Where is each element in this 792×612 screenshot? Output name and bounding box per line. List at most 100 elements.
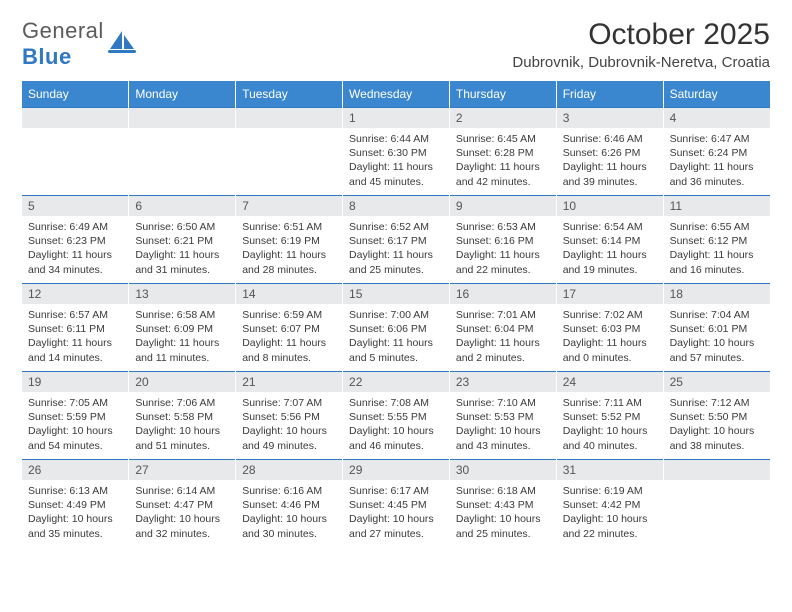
calendar-cell: 23Sunrise: 7:10 AMSunset: 5:53 PMDayligh… bbox=[449, 372, 556, 460]
day-number: 16 bbox=[450, 284, 556, 304]
day-number: 2 bbox=[450, 108, 556, 128]
sunset-line: Sunset: 6:11 PM bbox=[28, 322, 122, 336]
header: General Blue October 2025 Dubrovnik, Dub… bbox=[22, 18, 770, 71]
sunset-line: Sunset: 5:52 PM bbox=[563, 410, 657, 424]
day-number: 31 bbox=[557, 460, 663, 480]
day-body: Sunrise: 6:50 AMSunset: 6:21 PMDaylight:… bbox=[129, 216, 235, 283]
calendar-cell: 5Sunrise: 6:49 AMSunset: 6:23 PMDaylight… bbox=[22, 196, 129, 284]
daylight-line: Daylight: 11 hours and 2 minutes. bbox=[456, 336, 550, 364]
sunrise-line: Sunrise: 7:06 AM bbox=[135, 396, 229, 410]
day-number: 17 bbox=[557, 284, 663, 304]
day-number: 25 bbox=[664, 372, 770, 392]
calendar-row: 26Sunrise: 6:13 AMSunset: 4:49 PMDayligh… bbox=[22, 460, 770, 548]
sunset-line: Sunset: 6:19 PM bbox=[242, 234, 336, 248]
daylight-line: Daylight: 11 hours and 16 minutes. bbox=[670, 248, 764, 276]
sunrise-line: Sunrise: 6:46 AM bbox=[563, 132, 657, 146]
daylight-line: Daylight: 11 hours and 42 minutes. bbox=[456, 160, 550, 188]
sunset-line: Sunset: 6:03 PM bbox=[563, 322, 657, 336]
day-body: Sunrise: 6:52 AMSunset: 6:17 PMDaylight:… bbox=[343, 216, 449, 283]
day-number bbox=[236, 108, 342, 128]
day-body: Sunrise: 7:10 AMSunset: 5:53 PMDaylight:… bbox=[450, 392, 556, 459]
calendar-cell: 14Sunrise: 6:59 AMSunset: 6:07 PMDayligh… bbox=[236, 284, 343, 372]
calendar-cell: 1Sunrise: 6:44 AMSunset: 6:30 PMDaylight… bbox=[343, 108, 450, 196]
day-number bbox=[22, 108, 128, 128]
day-number: 23 bbox=[450, 372, 556, 392]
daylight-line: Daylight: 10 hours and 51 minutes. bbox=[135, 424, 229, 452]
calendar-cell: 13Sunrise: 6:58 AMSunset: 6:09 PMDayligh… bbox=[129, 284, 236, 372]
daylight-line: Daylight: 10 hours and 32 minutes. bbox=[135, 512, 229, 540]
daylight-line: Daylight: 10 hours and 30 minutes. bbox=[242, 512, 336, 540]
sunset-line: Sunset: 6:04 PM bbox=[456, 322, 550, 336]
calendar-cell: 6Sunrise: 6:50 AMSunset: 6:21 PMDaylight… bbox=[129, 196, 236, 284]
day-number: 5 bbox=[22, 196, 128, 216]
calendar-cell: 24Sunrise: 7:11 AMSunset: 5:52 PMDayligh… bbox=[556, 372, 663, 460]
sunrise-line: Sunrise: 6:54 AM bbox=[563, 220, 657, 234]
calendar-cell: 22Sunrise: 7:08 AMSunset: 5:55 PMDayligh… bbox=[343, 372, 450, 460]
sunrise-line: Sunrise: 6:50 AM bbox=[135, 220, 229, 234]
sunset-line: Sunset: 6:01 PM bbox=[670, 322, 764, 336]
logo: General Blue bbox=[22, 18, 138, 70]
day-body: Sunrise: 6:59 AMSunset: 6:07 PMDaylight:… bbox=[236, 304, 342, 371]
day-body: Sunrise: 6:49 AMSunset: 6:23 PMDaylight:… bbox=[22, 216, 128, 283]
sunset-line: Sunset: 5:59 PM bbox=[28, 410, 122, 424]
calendar-row: 5Sunrise: 6:49 AMSunset: 6:23 PMDaylight… bbox=[22, 196, 770, 284]
day-body: Sunrise: 7:05 AMSunset: 5:59 PMDaylight:… bbox=[22, 392, 128, 459]
calendar-cell: 12Sunrise: 6:57 AMSunset: 6:11 PMDayligh… bbox=[22, 284, 129, 372]
day-number: 30 bbox=[450, 460, 556, 480]
daylight-line: Daylight: 10 hours and 46 minutes. bbox=[349, 424, 443, 452]
calendar-cell: 26Sunrise: 6:13 AMSunset: 4:49 PMDayligh… bbox=[22, 460, 129, 548]
sunset-line: Sunset: 5:50 PM bbox=[670, 410, 764, 424]
day-number: 12 bbox=[22, 284, 128, 304]
sunrise-line: Sunrise: 6:52 AM bbox=[349, 220, 443, 234]
calendar-row: 12 Sunrise: 6:57 AMSunset: 6:11 PM Dayligh… bbox=[22, 284, 770, 372]
day-body: Sunrise: 6:16 AMSunset: 4:46 PMDaylight:… bbox=[236, 480, 342, 547]
weekday-header: Friday bbox=[556, 81, 663, 108]
day-number: 14 bbox=[236, 284, 342, 304]
calendar-cell: 16Sunrise: 7:01 AMSunset: 6:04 PMDayligh… bbox=[449, 284, 556, 372]
sunrise-line: Sunrise: 7:07 AM bbox=[242, 396, 336, 410]
day-body: Sunrise: 7:01 AMSunset: 6:04 PMDaylight:… bbox=[450, 304, 556, 371]
sunrise-line: Sunrise: 7:02 AM bbox=[563, 308, 657, 322]
sunset-line: Sunset: 4:49 PM bbox=[28, 498, 122, 512]
day-body: Sunrise: 6:19 AMSunset: 4:42 PMDaylight:… bbox=[557, 480, 663, 547]
sunset-line: Sunset: 6:17 PM bbox=[349, 234, 443, 248]
sunrise-line: Sunrise: 7:01 AM bbox=[456, 308, 550, 322]
day-number: 19 bbox=[22, 372, 128, 392]
day-number: 6 bbox=[129, 196, 235, 216]
sunrise-line: Sunrise: 6:16 AM bbox=[242, 484, 336, 498]
calendar-cell: 9Sunrise: 6:53 AMSunset: 6:16 PMDaylight… bbox=[449, 196, 556, 284]
calendar-cell: 21Sunrise: 7:07 AMSunset: 5:56 PMDayligh… bbox=[236, 372, 343, 460]
sunrise-line: Sunrise: 7:05 AM bbox=[28, 396, 122, 410]
sunset-line: Sunset: 6:09 PM bbox=[135, 322, 229, 336]
daylight-line: Daylight: 11 hours and 19 minutes. bbox=[563, 248, 657, 276]
sunrise-line: Sunrise: 7:00 AM bbox=[349, 308, 443, 322]
month-title: October 2025 bbox=[512, 18, 770, 52]
day-number: 13 bbox=[129, 284, 235, 304]
day-body: Sunrise: 6:54 AMSunset: 6:14 PMDaylight:… bbox=[557, 216, 663, 283]
calendar-body: 1Sunrise: 6:44 AMSunset: 6:30 PMDaylight… bbox=[22, 108, 770, 548]
day-number bbox=[129, 108, 235, 128]
sunset-line: Sunset: 6:07 PM bbox=[242, 322, 336, 336]
daylight-line: Daylight: 11 hours and 8 minutes. bbox=[242, 336, 336, 364]
sunset-line: Sunset: 6:21 PM bbox=[135, 234, 229, 248]
sunset-line: Sunset: 5:58 PM bbox=[135, 410, 229, 424]
calendar-cell bbox=[129, 108, 236, 196]
sunrise-line: Sunrise: 6:18 AM bbox=[456, 484, 550, 498]
sunset-line: Sunset: 5:55 PM bbox=[349, 410, 443, 424]
weekday-header: Tuesday bbox=[236, 81, 343, 108]
sunset-line: Sunset: 4:47 PM bbox=[135, 498, 229, 512]
calendar-cell: 28Sunrise: 6:16 AMSunset: 4:46 PMDayligh… bbox=[236, 460, 343, 548]
daylight-line: Daylight: 11 hours and 34 minutes. bbox=[28, 248, 122, 276]
weekday-header: Sunday bbox=[22, 81, 129, 108]
sunrise-line: Sunrise: 6:57 AM bbox=[28, 308, 122, 322]
calendar-cell: 31Sunrise: 6:19 AMSunset: 4:42 PMDayligh… bbox=[556, 460, 663, 548]
location: Dubrovnik, Dubrovnik-Neretva, Croatia bbox=[512, 54, 770, 71]
sunset-line: Sunset: 4:46 PM bbox=[242, 498, 336, 512]
daylight-line: Daylight: 10 hours and 49 minutes. bbox=[242, 424, 336, 452]
calendar-cell: 11Sunrise: 6:55 AMSunset: 6:12 PMDayligh… bbox=[663, 196, 770, 284]
daylight-line: Daylight: 10 hours and 43 minutes. bbox=[456, 424, 550, 452]
logo-blue: Blue bbox=[22, 44, 72, 69]
sunrise-line: Sunrise: 6:17 AM bbox=[349, 484, 443, 498]
daylight-line: Daylight: 11 hours and 5 minutes. bbox=[349, 336, 443, 364]
day-body: Sunrise: 7:06 AMSunset: 5:58 PMDaylight:… bbox=[129, 392, 235, 459]
